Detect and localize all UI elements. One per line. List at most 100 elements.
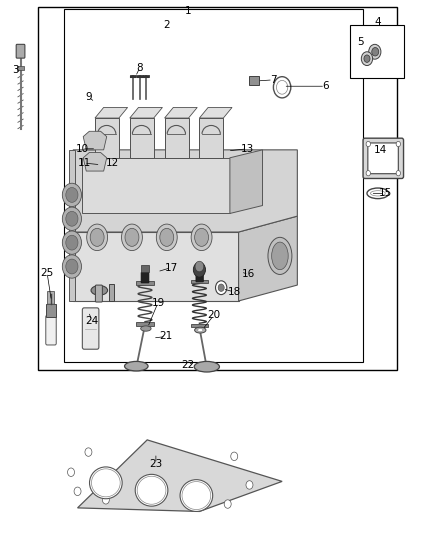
Circle shape	[62, 255, 81, 278]
Ellipse shape	[198, 328, 203, 332]
Bar	[191, 324, 208, 327]
Circle shape	[62, 207, 81, 230]
Text: 25: 25	[40, 268, 54, 278]
Bar	[199, 118, 223, 158]
Circle shape	[273, 77, 291, 98]
Circle shape	[62, 231, 81, 254]
FancyBboxPatch shape	[82, 158, 230, 214]
Circle shape	[67, 468, 74, 477]
Ellipse shape	[89, 467, 122, 499]
Text: 2: 2	[163, 20, 170, 30]
Text: 17: 17	[165, 263, 178, 272]
Text: 19: 19	[152, 297, 165, 308]
Ellipse shape	[92, 469, 120, 497]
FancyBboxPatch shape	[363, 138, 403, 179]
Circle shape	[195, 261, 204, 272]
Ellipse shape	[121, 224, 142, 251]
Text: 22: 22	[181, 360, 194, 369]
Text: 4: 4	[374, 17, 381, 27]
Ellipse shape	[91, 286, 108, 295]
Text: 14: 14	[374, 145, 387, 155]
Polygon shape	[83, 131, 107, 150]
Circle shape	[74, 487, 81, 496]
Circle shape	[369, 44, 381, 59]
Ellipse shape	[135, 474, 168, 506]
Circle shape	[364, 55, 370, 62]
Circle shape	[218, 284, 224, 292]
Polygon shape	[165, 108, 197, 118]
Bar	[165, 118, 188, 158]
Text: 5: 5	[357, 37, 364, 47]
Text: 18: 18	[228, 287, 241, 297]
Circle shape	[85, 448, 92, 456]
Ellipse shape	[90, 228, 104, 246]
Bar	[18, 66, 24, 70]
Text: 10: 10	[75, 144, 88, 154]
Ellipse shape	[182, 481, 211, 510]
Bar	[191, 280, 208, 284]
Text: 23: 23	[149, 459, 162, 469]
Circle shape	[66, 188, 78, 203]
Text: 9: 9	[85, 92, 92, 102]
Ellipse shape	[156, 224, 177, 251]
Ellipse shape	[367, 188, 389, 199]
Ellipse shape	[160, 228, 174, 246]
FancyBboxPatch shape	[368, 143, 398, 174]
Circle shape	[66, 259, 78, 274]
Text: 15: 15	[378, 188, 392, 198]
FancyBboxPatch shape	[95, 285, 102, 302]
Circle shape	[215, 281, 227, 295]
Ellipse shape	[268, 237, 292, 274]
Circle shape	[372, 47, 379, 56]
Text: 20: 20	[207, 310, 220, 320]
Bar	[141, 265, 149, 272]
Circle shape	[224, 500, 231, 508]
Ellipse shape	[371, 191, 385, 196]
FancyBboxPatch shape	[249, 76, 258, 85]
Polygon shape	[199, 108, 232, 118]
Ellipse shape	[87, 224, 108, 251]
Bar	[39, 7, 397, 370]
Text: 1: 1	[185, 6, 192, 16]
FancyBboxPatch shape	[82, 308, 99, 349]
Circle shape	[361, 52, 373, 66]
Text: 21: 21	[159, 332, 173, 342]
Circle shape	[396, 141, 400, 147]
Circle shape	[246, 481, 253, 489]
FancyBboxPatch shape	[141, 272, 149, 283]
Ellipse shape	[137, 477, 166, 504]
FancyBboxPatch shape	[196, 270, 203, 282]
Text: 7: 7	[270, 75, 276, 85]
Bar	[95, 118, 119, 158]
Ellipse shape	[191, 224, 212, 251]
Polygon shape	[239, 216, 297, 301]
Ellipse shape	[272, 242, 288, 270]
Circle shape	[198, 502, 205, 511]
Circle shape	[66, 212, 78, 226]
Ellipse shape	[194, 228, 208, 246]
FancyBboxPatch shape	[47, 292, 54, 304]
Circle shape	[62, 183, 81, 207]
Bar	[46, 304, 56, 317]
Ellipse shape	[124, 361, 148, 371]
Bar	[130, 118, 154, 158]
FancyBboxPatch shape	[46, 316, 56, 345]
Polygon shape	[130, 108, 162, 118]
Circle shape	[193, 262, 205, 277]
Text: 8: 8	[137, 63, 143, 72]
Bar	[136, 322, 154, 326]
Text: 24: 24	[85, 316, 99, 326]
Circle shape	[366, 171, 371, 176]
Bar	[69, 150, 75, 301]
Polygon shape	[73, 150, 297, 232]
Circle shape	[102, 496, 110, 504]
Circle shape	[396, 171, 400, 176]
FancyBboxPatch shape	[73, 232, 239, 301]
Text: 16: 16	[242, 270, 255, 279]
Ellipse shape	[141, 326, 151, 331]
Bar	[64, 10, 363, 362]
Bar	[136, 281, 154, 285]
Text: 3: 3	[12, 66, 19, 75]
Polygon shape	[78, 440, 282, 512]
Polygon shape	[95, 108, 127, 118]
